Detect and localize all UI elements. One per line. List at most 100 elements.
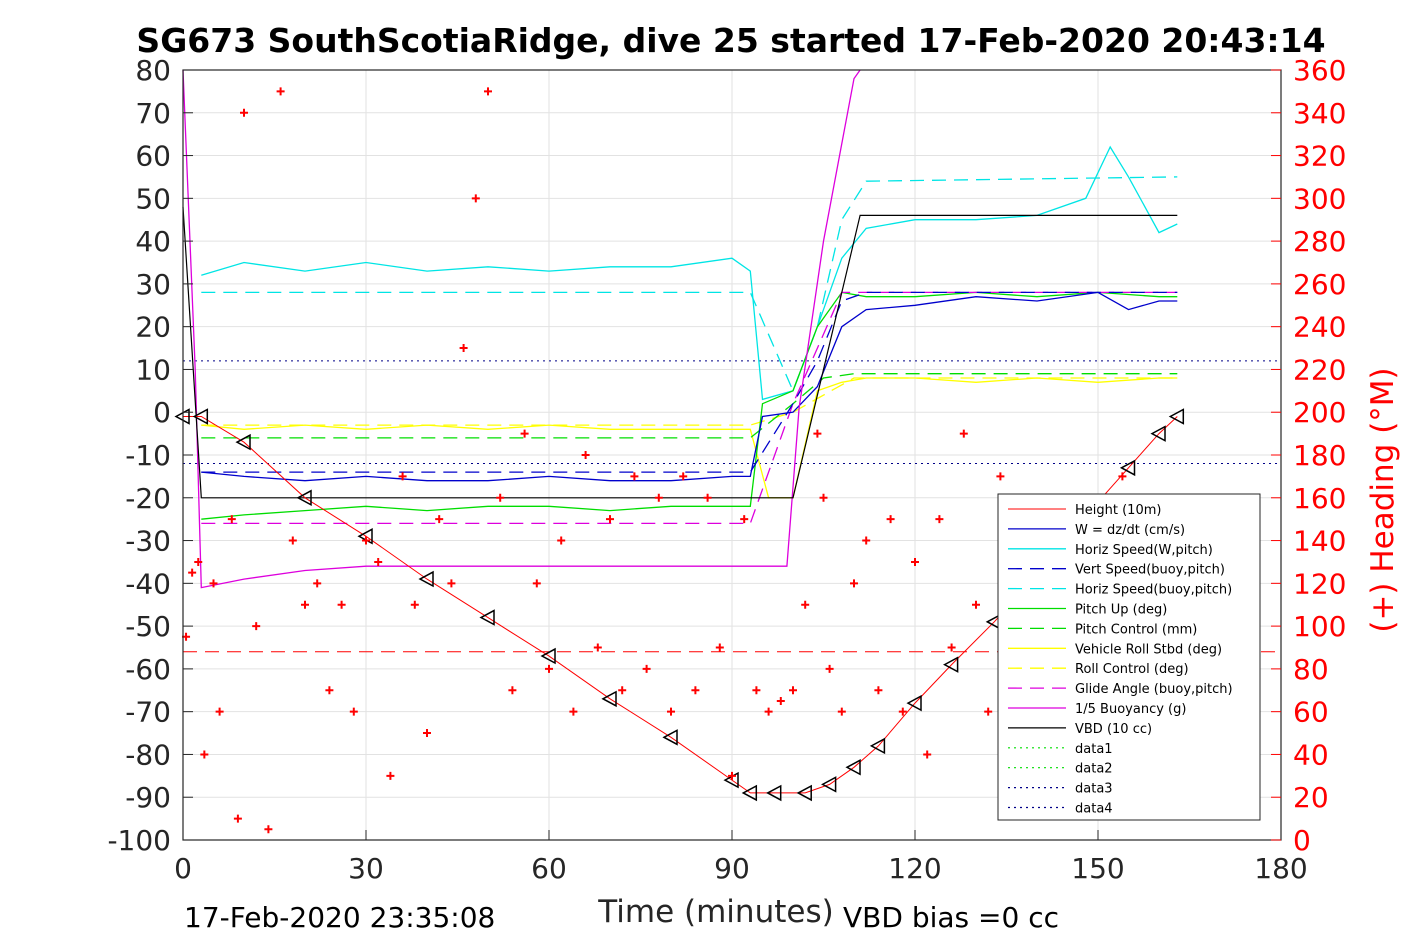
legend-entry: W = dz/dt (cm/s) xyxy=(1075,523,1185,538)
y2-tick-label: 120 xyxy=(1293,567,1346,600)
heading-point xyxy=(252,622,261,631)
legend-entry: Pitch Control (mm) xyxy=(1075,622,1197,637)
heading-point xyxy=(1118,472,1127,481)
depth-marker xyxy=(1150,425,1166,442)
y2-tick-label: 300 xyxy=(1293,182,1346,215)
chart-title: SG673 SouthScotiaRidge, dive 25 started … xyxy=(136,21,1325,60)
heading-point xyxy=(984,707,993,716)
y-tick-label: 20 xyxy=(135,311,171,344)
depth-marker xyxy=(540,647,556,665)
legend-entry: Glide Angle (buoy,pitch) xyxy=(1075,682,1233,697)
depth-marker xyxy=(943,656,959,673)
y2-tick-label: 280 xyxy=(1293,225,1346,258)
heading-point xyxy=(959,429,968,438)
heading-point xyxy=(325,686,334,695)
heading-point xyxy=(349,707,358,716)
y2-tick-label: 220 xyxy=(1293,353,1346,386)
y-tick-label: 10 xyxy=(135,353,171,386)
heading-point xyxy=(819,493,828,502)
series-glide-angle-buoy-pitch xyxy=(201,291,1178,525)
y2-tick-label: 40 xyxy=(1293,738,1329,771)
y-tick-label: -30 xyxy=(125,525,171,558)
depth-marker xyxy=(296,489,312,507)
y-tick-label: 70 xyxy=(135,97,171,130)
heading-point xyxy=(188,568,197,577)
heading-point xyxy=(789,686,797,695)
heading-point xyxy=(618,686,627,695)
series-layer xyxy=(174,69,1185,802)
heading-point xyxy=(508,686,517,695)
depth-marker xyxy=(869,737,886,755)
legend-entry: data1 xyxy=(1075,742,1113,757)
y-tick-label: -90 xyxy=(125,781,171,814)
legend-entry: data2 xyxy=(1075,762,1113,777)
depth-marker xyxy=(479,609,495,626)
heading-point xyxy=(935,515,944,524)
heading-point xyxy=(233,814,242,823)
y-tick-label: -10 xyxy=(125,439,171,472)
y2-tick-label: 200 xyxy=(1293,396,1346,429)
y2-tick-label: 240 xyxy=(1293,311,1346,344)
heading-point xyxy=(313,579,322,588)
legend-entry: Pitch Up (deg) xyxy=(1075,603,1167,618)
heading-point xyxy=(972,600,980,609)
heading-point xyxy=(630,472,639,481)
depth-marker xyxy=(1119,459,1136,477)
heading-point xyxy=(545,664,553,673)
heading-point xyxy=(667,707,675,716)
legend-entry: Horiz Speed(W,pitch) xyxy=(1075,543,1213,558)
depth-marker xyxy=(601,690,617,708)
heading-point xyxy=(886,515,895,524)
y-tick-label: -60 xyxy=(125,653,171,686)
heading-point xyxy=(215,707,224,716)
y2-tick-label: 360 xyxy=(1293,54,1346,87)
heading-point xyxy=(301,600,309,609)
legend-entry: data4 xyxy=(1075,802,1113,817)
y2-tick-label: 260 xyxy=(1293,268,1346,301)
heading-point xyxy=(337,600,346,609)
footer-timestamp: 17-Feb-2020 23:35:08 xyxy=(184,901,495,934)
heading-point xyxy=(764,707,773,716)
heading-point xyxy=(227,515,236,524)
y-tick-label: 0 xyxy=(153,396,171,429)
heading-point xyxy=(447,579,456,588)
heading-point xyxy=(606,515,614,524)
heading-point xyxy=(569,707,578,716)
y-tick-label: 40 xyxy=(135,225,171,258)
depth-marker xyxy=(418,570,434,588)
heading-point xyxy=(776,696,785,705)
x-tick-label: 60 xyxy=(531,852,567,885)
x-tick-label: 0 xyxy=(174,852,192,885)
heading-point xyxy=(837,707,846,716)
legend-entry: 1/5 Buoyancy (g) xyxy=(1075,702,1186,717)
heading-point xyxy=(874,686,883,695)
series-pitch-control-mm xyxy=(201,373,1178,439)
legend-entry: Vert Speed(buoy,pitch) xyxy=(1075,563,1225,578)
heading-point xyxy=(410,600,419,609)
heading-point xyxy=(557,536,566,545)
heading-point xyxy=(752,686,761,695)
heading-point xyxy=(264,825,273,834)
heading-point xyxy=(850,579,858,588)
depth-marker xyxy=(906,694,922,712)
depth-marker xyxy=(235,433,251,451)
heading-point xyxy=(398,472,407,481)
heading-point xyxy=(813,429,822,438)
legend-entry: Vehicle Roll Stbd (deg) xyxy=(1075,642,1222,657)
depth-marker xyxy=(192,408,209,425)
heading-point xyxy=(532,579,541,588)
heading-point xyxy=(209,579,218,588)
y2-tick-label: 0 xyxy=(1293,824,1311,857)
legend-entry: Roll Control (deg) xyxy=(1075,662,1189,677)
y2-tick-label: 100 xyxy=(1293,610,1346,643)
y2-axis-ticks: 0 20 40 60 80 100 120 140 160 180 200 220 240 260 280 3… xyxy=(1271,54,1346,857)
y2-tick-label: 80 xyxy=(1293,653,1329,686)
y2-axis-label: (+) Heading (°M) xyxy=(1365,367,1401,632)
x-axis-ticks: 0 30 60 90 120 150 180 xyxy=(174,830,1308,885)
heading-point xyxy=(240,108,248,117)
heading-point xyxy=(484,87,492,96)
heading-point xyxy=(288,536,297,545)
x-tick-label: 30 xyxy=(348,852,384,885)
series-w-dz-dt-cm-s xyxy=(201,291,1178,482)
y2-tick-label: 340 xyxy=(1293,97,1346,130)
